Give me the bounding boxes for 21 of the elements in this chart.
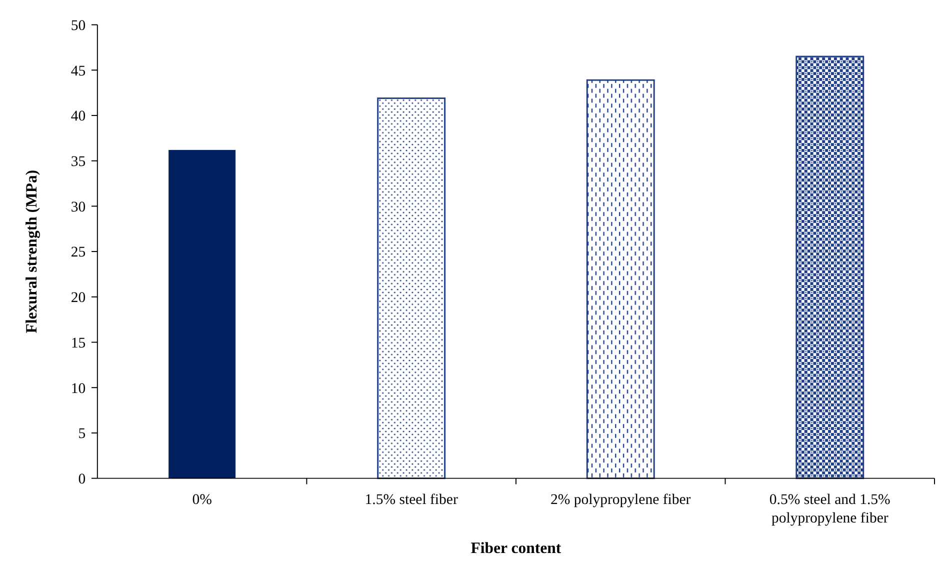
- y-tick-label: 10: [70, 380, 86, 397]
- y-tick-label: 20: [70, 290, 86, 306]
- y-tick-label: 0: [78, 471, 86, 488]
- y-tick-label: 45: [70, 63, 86, 80]
- y-tick-label: 35: [70, 154, 86, 170]
- x-axis-title: Fiber content: [470, 540, 562, 558]
- bar: [586, 79, 655, 480]
- y-tick-label: 50: [70, 18, 86, 34]
- x-tick-label: 1.5% steel fiber: [364, 492, 458, 508]
- y-tick-label: 25: [70, 244, 86, 261]
- y-tick-label: 15: [70, 335, 86, 352]
- bar: [796, 56, 864, 480]
- bar: [168, 150, 236, 478]
- bar: [377, 98, 446, 480]
- x-tick-label: 0%: [192, 492, 212, 508]
- y-tick-label: 5: [78, 426, 86, 442]
- y-tick-label: 30: [70, 199, 86, 216]
- y-axis-title: Flexural strength (MPa): [23, 170, 40, 334]
- x-tick-label: 0.5% steel and 1.5% polypropylene fiber: [769, 492, 890, 527]
- x-tick-label: 2% polypropylene fiber: [550, 492, 691, 508]
- y-tick-label: 40: [70, 108, 86, 125]
